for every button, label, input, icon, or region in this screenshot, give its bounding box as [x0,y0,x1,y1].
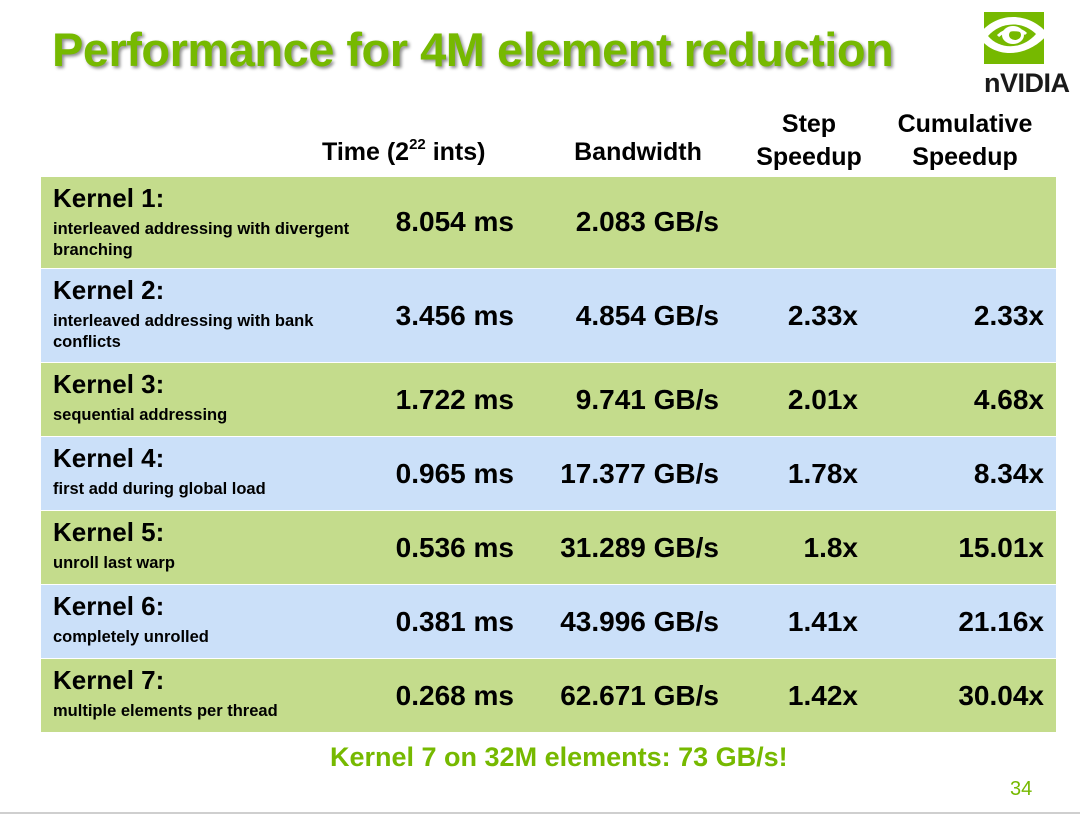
kernel-name: Kernel 3: [53,369,165,399]
nvidia-logo: nVIDIA [976,6,1080,98]
column-header-time: Time (222 ints) [322,136,485,169]
column-header-step-line2: Speedup [756,143,862,171]
column-header-cumulative-speedup: Cumulative Speedup [884,108,1046,174]
kernel-description: unroll last warp [53,554,175,572]
step-speedup-value: 1.8x [803,532,859,563]
table-row: Kernel 6: completely unrolled 0.381 ms 4… [41,585,1056,659]
nvidia-eye-logo-icon [978,12,1048,64]
time-value: 0.268 ms [395,680,514,711]
cumulative-speedup-value: 8.34x [973,458,1044,489]
time-value: 0.536 ms [395,532,514,563]
kernel-name: Kernel 4: [53,443,165,473]
kernel-description: interleaved addressing with divergent br… [53,220,350,259]
cumulative-speedup-value: 21.16x [958,606,1044,637]
step-speedup-value: 1.42x [787,680,858,711]
time-value: 8.054 ms [395,206,514,237]
kernel-name: Kernel 2: [53,275,165,305]
bottom-divider [0,812,1080,814]
slide-title: Performance for 4M element reduction [52,23,894,76]
table-row: Kernel 7: multiple elements per thread 0… [41,659,1056,733]
bandwidth-value: 43.996 GB/s [560,606,719,637]
kernel-name: Kernel 1: [53,183,165,213]
kernel-description: sequential addressing [53,406,228,424]
bandwidth-value: 9.741 GB/s [575,384,719,415]
bandwidth-value: 2.083 GB/s [575,206,719,237]
kernel-name: Kernel 5: [53,517,165,547]
table-row: Kernel 5: unroll last warp 0.536 ms 31.2… [41,511,1056,585]
column-header-time-exponent: 22 [409,136,426,153]
kernel-name: Kernel 7: [53,665,165,695]
table-row: Kernel 2: interleaved addressing with ba… [41,269,1056,363]
bandwidth-value: 62.671 GB/s [560,680,719,711]
step-speedup-value: 1.78x [787,458,858,489]
time-value: 1.722 ms [395,384,514,415]
bandwidth-value: 17.377 GB/s [560,458,719,489]
logo-wordmark: nVIDIA [984,68,1070,98]
kernel-description: interleaved addressing with bank conflic… [53,312,314,351]
cumulative-speedup-value: 15.01x [958,532,1044,563]
table-row: Kernel 4: first add during global load 0… [41,437,1056,511]
column-header-cumulative-line2: Speedup [912,143,1018,171]
column-header-time-prefix: Time (2 [322,138,410,166]
column-header-cumulative-line1: Cumulative [897,110,1033,138]
kernel-description: first add during global load [53,480,266,498]
kernel-description: completely unrolled [53,628,209,646]
cumulative-speedup-value: 2.33x [973,300,1044,331]
bandwidth-value: 4.854 GB/s [575,300,719,331]
cumulative-speedup-value: 30.04x [958,680,1044,711]
page-number: 34 [1010,778,1033,800]
table-row: Kernel 3: sequential addressing 1.722 ms… [41,363,1056,437]
performance-table: Kernel 1: interleaved addressing with di… [41,177,1056,733]
cumulative-speedup-value: 4.68x [973,384,1044,415]
time-value: 0.965 ms [395,458,514,489]
column-header-bandwidth: Bandwidth [574,138,702,166]
column-header-step-line1: Step [781,110,837,138]
footnote: Kernel 7 on 32M elements: 73 GB/s! [330,742,788,772]
column-header-step-speedup: Step Speedup [742,108,876,174]
step-speedup-value: 2.33x [787,300,858,331]
step-speedup-value: 1.41x [787,606,858,637]
step-speedup-value: 2.01x [787,384,858,415]
kernel-name: Kernel 6: [53,591,165,621]
bandwidth-value: 31.289 GB/s [560,532,719,563]
time-value: 0.381 ms [395,606,514,637]
column-header-time-suffix: ints) [425,138,486,166]
table-row: Kernel 1: interleaved addressing with di… [41,177,1056,269]
time-value: 3.456 ms [395,300,514,331]
kernel-description: multiple elements per thread [53,702,278,720]
